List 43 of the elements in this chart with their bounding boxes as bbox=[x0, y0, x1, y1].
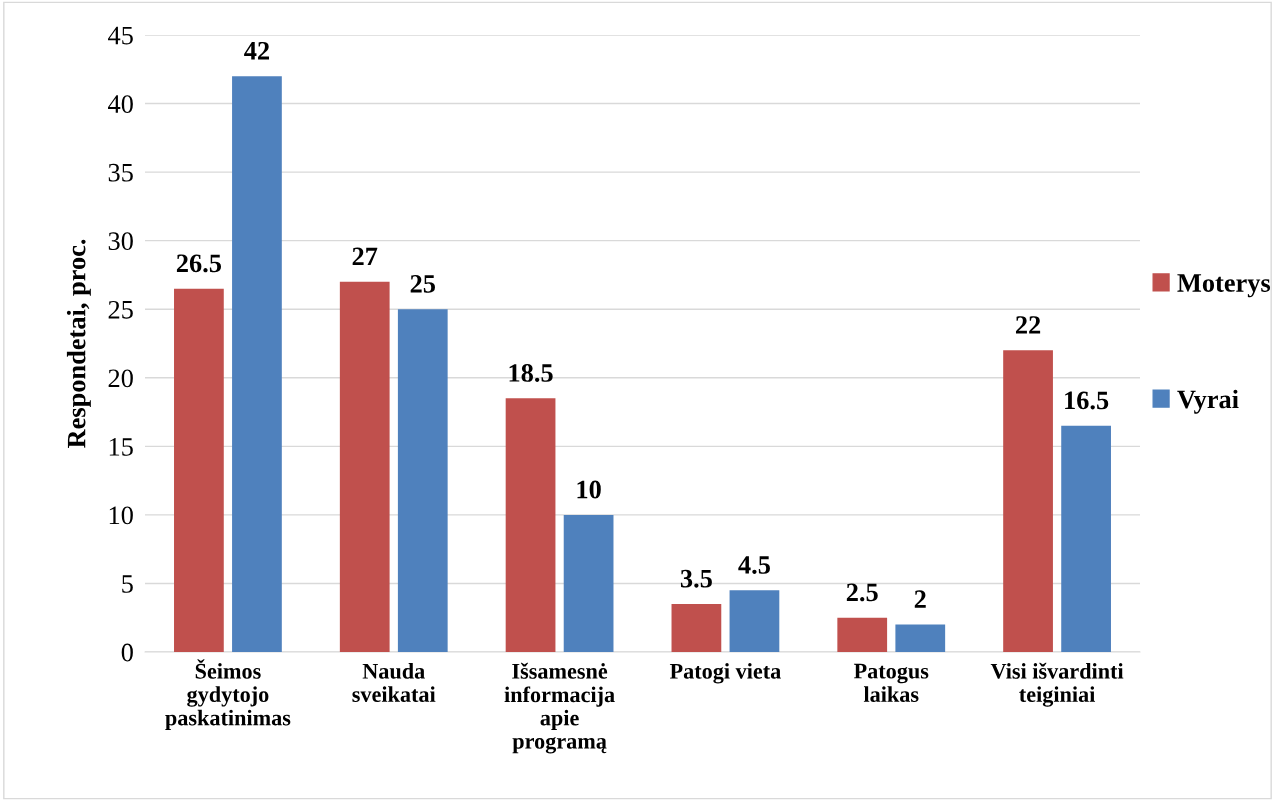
data-label: 3.5 bbox=[680, 569, 712, 588]
y-tick-label: 45 bbox=[108, 26, 133, 45]
data-label: 10 bbox=[577, 480, 601, 499]
y-tick-label: 40 bbox=[108, 95, 133, 113]
y-tick-label: 5 bbox=[122, 575, 133, 593]
y-tick-label: 20 bbox=[108, 369, 133, 388]
legend-label: Moterys bbox=[1177, 274, 1271, 298]
bar bbox=[563, 514, 614, 652]
data-label: 18.5 bbox=[509, 364, 553, 382]
bar bbox=[1061, 425, 1111, 652]
data-label: 27 bbox=[352, 247, 378, 266]
data-label: 25 bbox=[410, 275, 435, 293]
data-label: 26.5 bbox=[176, 254, 222, 273]
bar bbox=[174, 288, 224, 652]
data-label: 2 bbox=[914, 590, 926, 608]
data-label: 2.5 bbox=[846, 583, 878, 602]
y-tick-label: 35 bbox=[108, 163, 133, 182]
x-tick-label: Išsamesnė informacija apie programą bbox=[504, 662, 615, 754]
bar bbox=[505, 398, 556, 652]
x-tick-label: Visi išvardinti teiginiai bbox=[990, 662, 1124, 707]
bar bbox=[837, 617, 888, 652]
y-tick-label: 30 bbox=[108, 232, 133, 251]
bar bbox=[895, 624, 946, 652]
data-label: 22 bbox=[1015, 316, 1041, 334]
y-tick-label: 0 bbox=[121, 643, 133, 662]
data-label: 16.5 bbox=[1065, 391, 1109, 410]
x-tick-label: Patogus laikas bbox=[853, 663, 929, 702]
y-tick-label: 10 bbox=[109, 506, 133, 525]
data-label: 4.5 bbox=[738, 556, 770, 574]
y-tick-label: 25 bbox=[108, 300, 133, 319]
data-label: 42 bbox=[244, 41, 269, 60]
bar bbox=[397, 309, 448, 652]
legend-label: Vyrai bbox=[1177, 389, 1239, 414]
x-tick-label: Šeimos gydytojo paskatinimas bbox=[165, 659, 291, 730]
bar bbox=[1003, 350, 1053, 652]
y-tick-label: 15 bbox=[109, 438, 133, 456]
bar bbox=[339, 281, 390, 652]
bar bbox=[729, 590, 780, 652]
y-axis-title: Respondetai, proc. bbox=[66, 239, 91, 449]
x-tick-label: Nauda sveikatai bbox=[352, 663, 436, 702]
x-tick-label: Patogi vieta bbox=[669, 663, 781, 684]
bar bbox=[671, 604, 722, 652]
bar bbox=[232, 76, 282, 652]
